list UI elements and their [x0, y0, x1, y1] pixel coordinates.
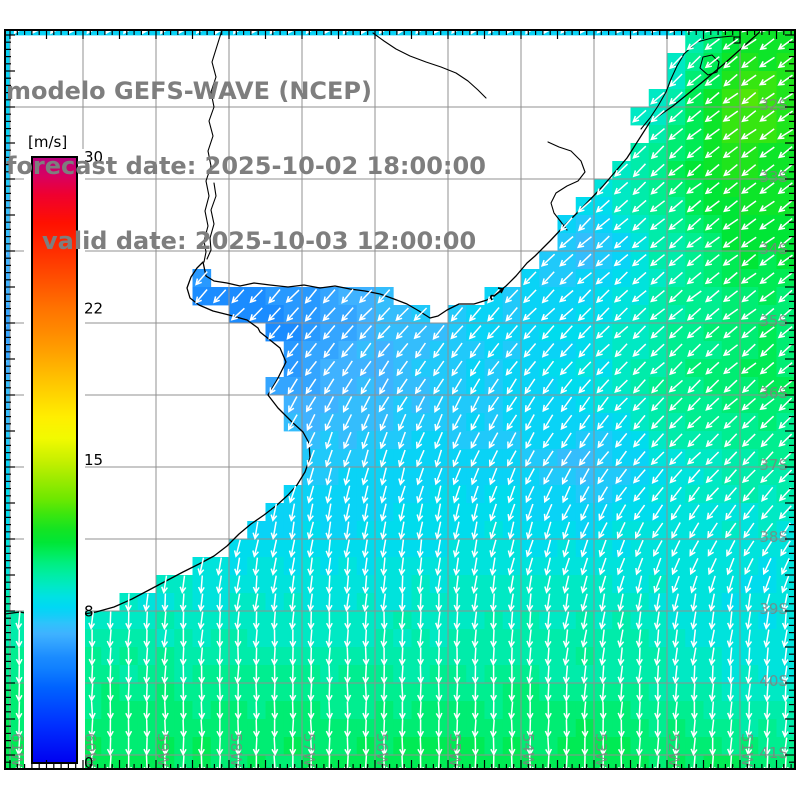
graticule-lines: [6, 31, 794, 768]
lat-label: 37S: [759, 456, 788, 474]
lat-label: 39S: [759, 600, 788, 618]
map-frame: [4, 29, 796, 770]
coastline: [6, 31, 762, 617]
lat-label: 38S: [759, 528, 788, 546]
colorbar-tick-label: 15: [84, 451, 103, 469]
lat-label: 33S: [759, 168, 788, 186]
lon-label: 53W: [592, 733, 610, 767]
station-marker: [490, 287, 505, 301]
colorbar-tick-label: 8: [84, 603, 94, 621]
lat-label: 41S: [759, 744, 788, 762]
lon-label: 56W: [373, 733, 391, 767]
direction-arrows: [6, 31, 794, 768]
lat-label: 35S: [759, 312, 788, 330]
lat-label: 34S: [759, 240, 788, 258]
lat-label: 40S: [759, 672, 788, 690]
lon-label: 60W: [81, 733, 99, 767]
colorbar-unit: [m/s]: [28, 133, 67, 151]
lon-label: 58W: [227, 733, 245, 767]
lon-label: 61W: [8, 733, 26, 767]
colorbar-gradient: [31, 156, 78, 764]
map-inner: 61W 60W 59W 58W 57W 56W 55W 54W 53W 52W 51W 32S 33S 3…: [6, 31, 794, 768]
small-lake-outline: [733, 36, 741, 44]
colorbar: [m/s] 0 8 15 22 30: [24, 133, 103, 772]
graticule-labels: 61W 60W 59W 58W 57W 56W 55W 54W 53W 52W 51W 32S 33S 3…: [8, 96, 788, 767]
lon-label: 52W: [665, 733, 683, 767]
lon-label: 59W: [154, 733, 172, 767]
lon-label: 55W: [446, 733, 464, 767]
colorbar-tick-label: 30: [84, 148, 103, 166]
colorbar-tick-label: 0: [84, 754, 94, 772]
axis-ticks: [5, 30, 795, 769]
lon-label: 51W: [738, 733, 756, 767]
lat-label: 32S: [759, 96, 788, 114]
lon-label: 57W: [300, 733, 318, 767]
lon-label: 54W: [519, 733, 537, 767]
colorbar-tick-label: 22: [84, 300, 103, 318]
lat-label: 36S: [759, 384, 788, 402]
